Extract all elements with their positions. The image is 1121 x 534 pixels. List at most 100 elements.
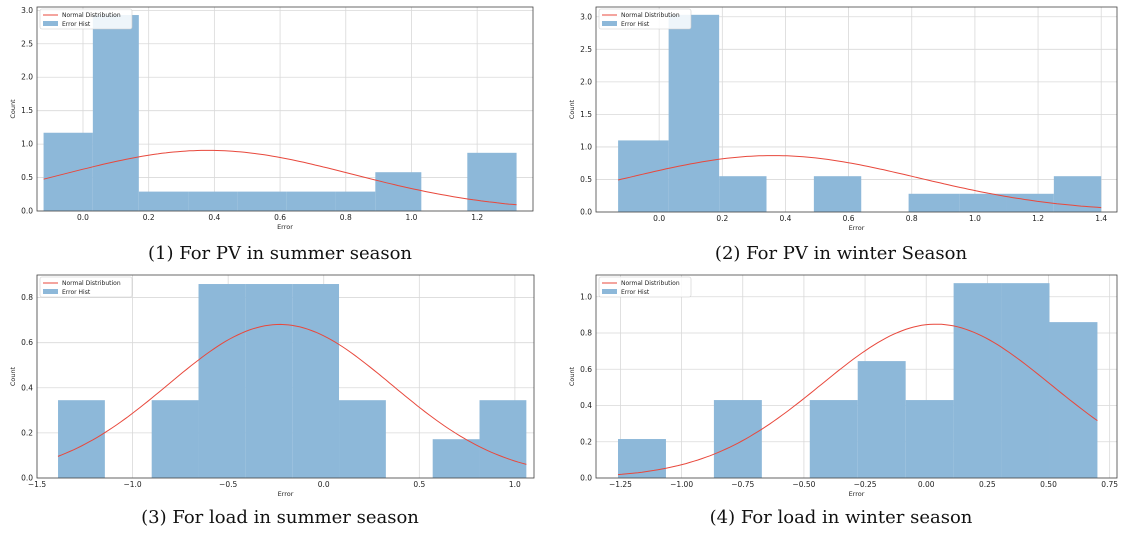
- x-axis-label: Error: [278, 490, 294, 498]
- histogram-bar: [954, 283, 1002, 478]
- histogram-bar: [139, 192, 188, 211]
- y-tick-label: 1.0: [580, 142, 592, 151]
- y-tick-label: 3.0: [21, 6, 33, 15]
- y-tick-label: 0.0: [21, 207, 33, 216]
- y-tick-label: 3.0: [580, 12, 592, 21]
- x-tick-label: 1.0: [509, 480, 521, 489]
- legend-bar-swatch: [602, 21, 617, 26]
- legend-label: Error Hist: [621, 21, 650, 28]
- histogram-chart: 0.0 0.2 0.4 0.6 0.8 1.0 1.2 0.0 0.5 1.0 1.5 2.0 2.5 3…: [0, 0, 560, 240]
- histogram-bar: [906, 400, 954, 478]
- histogram-bar: [1002, 283, 1050, 478]
- x-tick-label: 0.4: [779, 214, 791, 223]
- histogram-bar: [237, 192, 286, 211]
- y-axis-label: Count: [568, 99, 576, 119]
- chart-panel-load-winter: −1.25 −1.00 −0.75 −0.50 −0.25 0.00 0.25 0.50 0.7…: [561, 267, 1121, 534]
- y-tick-label: 0.4: [21, 383, 33, 392]
- legend-label: Error Hist: [621, 289, 650, 296]
- y-tick-label: 0.8: [21, 293, 33, 302]
- x-tick-label: 0.2: [716, 214, 728, 223]
- chart-caption: (4) For load in winter season: [561, 507, 1121, 528]
- x-axis-label: Error: [277, 223, 293, 231]
- histogram-bar: [199, 284, 246, 478]
- histogram-bar: [245, 284, 292, 478]
- histogram-bar: [858, 361, 906, 478]
- x-tick-label: 0.2: [143, 213, 155, 222]
- x-tick-label: 0.00: [918, 480, 935, 489]
- histogram-bar: [292, 284, 339, 478]
- histogram-bar: [339, 400, 386, 478]
- x-tick-label: 1.0: [969, 214, 981, 223]
- y-tick-label: 0.6: [21, 338, 33, 347]
- y-axis-label: Count: [9, 99, 17, 119]
- x-tick-label: 1.2: [471, 213, 483, 222]
- y-tick-label: 2.0: [580, 77, 592, 86]
- x-tick-label: 0.5: [413, 480, 425, 489]
- histogram-bar: [714, 400, 762, 478]
- histogram-bar: [618, 140, 669, 212]
- legend-label: Normal Distribution: [62, 12, 121, 19]
- histogram-bar: [188, 192, 237, 211]
- chart-caption: (1) For PV in summer season: [0, 243, 560, 264]
- y-tick-label: 1.5: [21, 106, 33, 115]
- x-tick-label: −0.5: [219, 480, 237, 489]
- y-tick-label: 2.5: [21, 39, 33, 48]
- y-tick-label: 0.5: [21, 173, 33, 182]
- legend-label: Normal Distribution: [621, 280, 680, 287]
- x-tick-label: −0.50: [792, 480, 815, 489]
- legend-bar-swatch: [43, 21, 58, 26]
- legend-label: Error Hist: [62, 21, 91, 28]
- x-tick-label: 1.0: [405, 213, 417, 222]
- x-tick-label: 0.0: [318, 480, 330, 489]
- x-tick-label: 1.4: [1095, 214, 1107, 223]
- x-tick-label: 0.8: [906, 214, 918, 223]
- y-tick-label: 1.0: [21, 140, 33, 149]
- chart-panel-load-summer: −1.5 −1.0 −0.5 0.0 0.5 1.0 0.0 0.2 0.4 0.6 0.8 Erro…: [0, 267, 560, 534]
- x-tick-label: −1.00: [670, 480, 693, 489]
- histogram-chart: −1.5 −1.0 −0.5 0.0 0.5 1.0 0.0 0.2 0.4 0.6 0.8 Erro…: [0, 267, 560, 507]
- histogram-bar: [1049, 322, 1097, 478]
- histogram-bar: [433, 439, 480, 478]
- y-tick-label: 0.4: [580, 401, 592, 410]
- y-tick-label: 0.5: [580, 175, 592, 184]
- histogram-bar: [375, 172, 421, 211]
- chart-panel-pv-summer: 0.0 0.2 0.4 0.6 0.8 1.0 1.2 0.0 0.5 1.0 1.5 2.0 2.5 3…: [0, 0, 560, 267]
- y-tick-label: 0.0: [580, 208, 592, 217]
- histogram-bar: [959, 194, 1006, 212]
- x-tick-label: −0.75: [731, 480, 754, 489]
- y-tick-label: 1.0: [580, 292, 592, 301]
- y-tick-label: 0.0: [580, 474, 592, 483]
- legend-bar-swatch: [43, 289, 58, 294]
- x-tick-label: 0.8: [340, 213, 352, 222]
- histogram-chart: −1.25 −1.00 −0.75 −0.50 −0.25 0.00 0.25 0.50 0.7…: [561, 267, 1121, 507]
- y-tick-label: 0.2: [21, 428, 33, 437]
- x-axis-label: Error: [849, 490, 865, 498]
- histogram-bar: [152, 400, 199, 478]
- y-tick-label: 2.5: [580, 45, 592, 54]
- y-tick-label: 0.8: [580, 329, 592, 338]
- legend-bar-swatch: [602, 289, 617, 294]
- legend-label: Normal Distribution: [621, 12, 680, 19]
- x-tick-label: −1.0: [123, 480, 141, 489]
- histogram-bar: [93, 15, 139, 211]
- x-tick-label: 0.0: [77, 213, 89, 222]
- histogram-bar: [58, 400, 105, 478]
- histogram-bar: [287, 192, 336, 211]
- x-tick-label: 1.2: [1032, 214, 1044, 223]
- x-tick-label: 0.25: [979, 480, 996, 489]
- y-tick-label: 0.6: [580, 365, 592, 374]
- x-tick-label: 0.75: [1101, 480, 1118, 489]
- histogram-bar: [810, 400, 858, 478]
- legend-label: Error Hist: [62, 289, 91, 296]
- chart-panel-pv-winter: 0.0 0.2 0.4 0.6 0.8 1.0 1.2 1.4 0.0 0.5 1.0 1.5 2.0 2…: [561, 0, 1121, 267]
- x-tick-label: −0.25: [854, 480, 877, 489]
- y-tick-label: 0.0: [21, 474, 33, 483]
- x-tick-label: −1.25: [609, 480, 632, 489]
- histogram-bar: [336, 192, 375, 211]
- chart-caption: (2) For PV in winter Season: [561, 243, 1121, 264]
- histogram-bar: [909, 194, 960, 212]
- histogram-bar: [719, 176, 766, 212]
- histogram-bar: [44, 133, 93, 211]
- histogram-bar: [669, 15, 720, 212]
- x-tick-label: 0.6: [274, 213, 286, 222]
